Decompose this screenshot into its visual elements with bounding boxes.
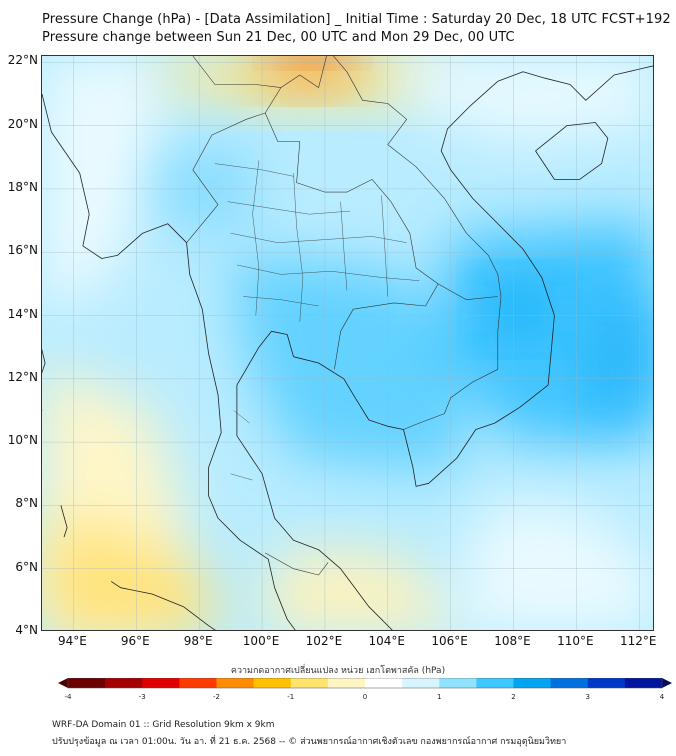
- blob-north-orange: [251, 56, 367, 88]
- colorbar-swatch: [439, 678, 477, 688]
- colorbar-swatch: [142, 678, 180, 688]
- colorbar-swatch: [216, 678, 255, 688]
- colorbar-tick-label: 4: [659, 693, 665, 701]
- province-line: [381, 195, 388, 297]
- province-boundaries: [214, 160, 420, 481]
- map-panel: [41, 55, 654, 631]
- lon-tick-label: 112°E: [620, 634, 657, 648]
- coastlines: [42, 65, 653, 630]
- colorbar-swatch: [68, 678, 106, 688]
- colorbar-tick-label: 2: [511, 693, 516, 701]
- province-line: [252, 160, 260, 316]
- province-line: [227, 201, 351, 215]
- colorbar-tick-label: -4: [64, 693, 72, 701]
- country-borders: [186, 56, 502, 576]
- lat-tick-label: 18°N: [7, 179, 38, 194]
- lat-tick-label: 16°N: [7, 243, 38, 258]
- colorbar-swatch: [402, 678, 440, 688]
- lon-tick-label: 106°E: [431, 634, 468, 648]
- lon-tick-label: 102°E: [305, 634, 343, 648]
- colorbar-tick-label: 3: [585, 693, 590, 701]
- colorbar-tick-label: -2: [213, 693, 220, 701]
- colorbar-swatch: [513, 678, 552, 688]
- border-thai-malay: [265, 552, 329, 576]
- colorbar-swatch: [179, 678, 218, 688]
- lon-tick-label: 100°E: [242, 634, 280, 648]
- colorbar-swatch: [327, 678, 366, 688]
- coastline-myanmar-west: [42, 93, 296, 630]
- lon-tick-label: 104°E: [368, 634, 406, 648]
- lat-tick-label: 14°N: [7, 306, 38, 321]
- colorbar-swatch: [476, 678, 515, 688]
- province-line: [243, 296, 319, 307]
- colorbar-title: ความกดอากาศเปลี่ยนแปลง หน่วย เฮกโตพาสคัล…: [230, 666, 446, 676]
- coastline-sumatra: [110, 581, 216, 630]
- border-laos-vietnam: [333, 56, 502, 430]
- lat-tick-label: 4°N: [15, 623, 38, 637]
- colorbar-swatch: [587, 678, 626, 688]
- blob-south-yellow: [262, 552, 451, 630]
- colorbar-swatch: [105, 678, 143, 688]
- border-myanmar-north: [192, 56, 281, 88]
- colorbar-swatch: [624, 678, 663, 688]
- colorbar-outline: [67, 678, 663, 689]
- lat-tick-label: 6°N: [15, 559, 38, 574]
- border-cambodia-laos: [437, 283, 498, 300]
- province-line: [230, 473, 253, 481]
- colorbar-tick-label: 1: [437, 693, 442, 701]
- coastline-nicobar: [60, 505, 68, 538]
- colorbar-tick-label: 0: [362, 693, 368, 701]
- lat-tick-label: 22°N: [7, 53, 38, 68]
- chart-subtitle: Pressure change between Sun 21 Dec, 00 U…: [42, 30, 515, 45]
- lon-tick-label: 98°E: [183, 634, 213, 648]
- province-line: [340, 201, 348, 291]
- colorbar-tick-label: -3: [138, 693, 146, 701]
- lat-tick-label: 20°N: [7, 116, 38, 131]
- colorbar-min-extend: [58, 678, 68, 688]
- lat-tick-label: 12°N: [7, 369, 38, 384]
- coastline-gulf-of-thailand: [236, 65, 653, 630]
- blob-scs-core: [488, 283, 552, 335]
- colorbar: [58, 678, 672, 689]
- lon-tick-label: 108°E: [494, 634, 531, 648]
- blob-ne-pale: [387, 56, 653, 142]
- lon-tick-label: 94°E: [57, 634, 87, 648]
- blob-east-core: [592, 299, 653, 411]
- blob-se-pale: [451, 505, 653, 630]
- province-line: [233, 410, 250, 424]
- model-info: WRF-DA Domain 01 :: Grid Resolution 9km …: [52, 720, 275, 730]
- province-line: [293, 173, 304, 322]
- coastline-hainan: [535, 122, 609, 180]
- border-thailand-north: [186, 112, 439, 370]
- colorbar-tick-label: -1: [287, 693, 295, 701]
- colorbar-swatch: [290, 678, 329, 688]
- lon-tick-label: 96°E: [120, 634, 150, 648]
- province-line: [214, 163, 294, 177]
- colorbar-swatch: [365, 678, 403, 688]
- update-credit: ปรับปรุงข้อมูล ณ เวลา 01:00น. วัน อา. ที…: [52, 737, 567, 747]
- colorbar-max-extend: [662, 678, 672, 688]
- chart-title: Pressure Change (hPa) - [Data Assimilati…: [42, 12, 671, 27]
- province-line: [230, 233, 407, 243]
- lon-tick-label: 110°E: [557, 634, 594, 648]
- lat-tick-label: 10°N: [7, 433, 38, 448]
- colorbar-swatch: [550, 678, 589, 688]
- graticule: [42, 56, 653, 630]
- colorbar-swatch: [253, 678, 292, 688]
- pressure-change-field: [42, 56, 653, 630]
- lat-tick-label: 8°N: [15, 496, 38, 511]
- border-myanmar-laos: [264, 56, 327, 114]
- province-line: [236, 264, 420, 281]
